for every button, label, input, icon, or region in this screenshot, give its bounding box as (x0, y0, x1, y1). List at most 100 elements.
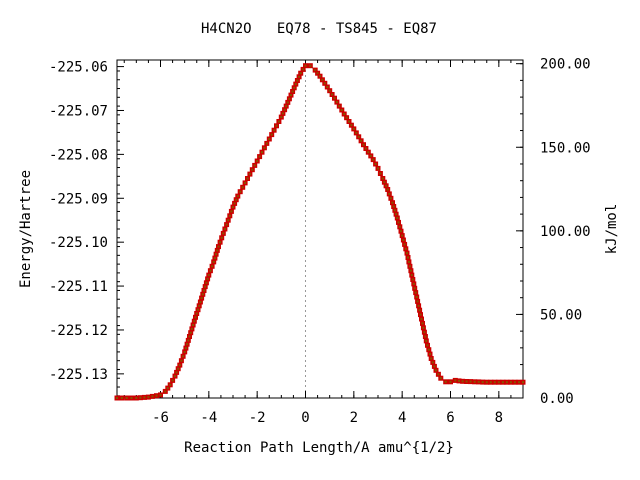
y-tick-label: -225.09 (49, 191, 108, 207)
data-point-core (435, 369, 437, 372)
data-point-core (415, 296, 418, 298)
series-line (117, 65, 523, 399)
data-point-core (281, 112, 284, 115)
y-tick-label: -225.08 (49, 147, 108, 163)
data-point-core (178, 364, 181, 367)
data-point-core (211, 265, 214, 268)
data-point-core (135, 397, 138, 399)
data-point-core (215, 253, 218, 256)
data-point-core (473, 380, 476, 383)
data-point-core (417, 304, 420, 307)
data-point-core (396, 217, 399, 219)
data-point-core (166, 387, 169, 390)
data-point-core (501, 381, 504, 384)
data-point-core (239, 190, 242, 193)
x-tick-label: -6 (152, 410, 169, 426)
data-point-core (335, 101, 338, 104)
data-point-core (411, 278, 414, 281)
data-point-core (430, 357, 433, 360)
data-point-core (258, 155, 261, 158)
data-point-core (174, 375, 176, 378)
data-point-core (147, 396, 150, 399)
data-point-core (439, 377, 442, 380)
data-point-core (422, 326, 425, 329)
data-point-core (200, 297, 203, 300)
data-point-core (481, 381, 484, 384)
data-point-core (444, 380, 447, 383)
data-point-core (261, 151, 263, 154)
data-point-core (388, 192, 391, 195)
data-point-core (298, 75, 301, 78)
data-point-core (216, 249, 219, 252)
data-point-core (220, 236, 223, 239)
data-point-core (233, 202, 236, 205)
x-tick-label: 2 (350, 410, 358, 426)
y2-tick-label: 150.00 (540, 140, 591, 156)
data-point-core (309, 64, 312, 67)
y-tick-label: -225.11 (49, 279, 108, 295)
data-point-core (377, 167, 379, 170)
data-point-core (522, 381, 524, 384)
data-point-core (323, 82, 326, 85)
data-point-core (236, 195, 239, 198)
y-tick-label: -225.06 (49, 60, 108, 76)
x-tick-label: 8 (495, 410, 503, 426)
data-point-core (201, 293, 204, 296)
data-point-core (419, 313, 422, 316)
data-point-core (235, 198, 238, 201)
data-point-core (493, 381, 496, 384)
data-point-core (248, 173, 251, 176)
data-point-core (180, 359, 183, 362)
data-point-core (188, 335, 191, 338)
plot-frame (116, 59, 524, 399)
data-point-core (155, 394, 158, 397)
data-point-core (256, 160, 259, 162)
data-point-core (406, 252, 408, 255)
data-point-core (293, 86, 296, 89)
y2-axis-label: kJ/mol (604, 204, 620, 255)
data-point-core (392, 205, 395, 208)
data-point-core (277, 120, 280, 123)
data-point-core (171, 379, 174, 382)
data-point-core (357, 135, 360, 138)
data-point-core (424, 335, 427, 338)
x-tick-label: -2 (249, 410, 266, 426)
data-point-core (429, 353, 431, 356)
data-point-core (458, 379, 460, 382)
data-point-core (302, 68, 305, 71)
data-point-core (275, 124, 278, 127)
data-point-core (232, 206, 234, 209)
data-point-core (177, 367, 180, 370)
data-point-core (485, 381, 488, 384)
data-point-core (143, 396, 146, 399)
data-point-core (423, 331, 426, 334)
data-point-core (395, 213, 398, 216)
data-point-core (431, 361, 434, 364)
data-point-core (433, 365, 436, 368)
data-point-core (164, 390, 167, 393)
y-tick-label: -225.10 (49, 235, 108, 251)
data-point-core (223, 228, 226, 230)
y2-tick-label: 100.00 (540, 224, 591, 240)
data-point-core (398, 225, 401, 228)
data-point-core (209, 269, 212, 272)
y-tick-label: -225.07 (49, 103, 108, 119)
data-point-core (273, 129, 276, 132)
data-point-core (151, 395, 154, 398)
x-tick-label: 4 (398, 410, 406, 426)
data-point-core (285, 105, 288, 108)
data-point-core (416, 300, 419, 303)
data-point-core (454, 379, 457, 382)
data-point-core (190, 327, 193, 330)
data-point-core (198, 304, 201, 307)
data-point-core (400, 230, 402, 233)
data-point-core (192, 324, 195, 326)
data-point-core (213, 257, 216, 260)
data-point-core (425, 339, 428, 342)
data-point-core (333, 97, 336, 100)
data-point-core (304, 64, 307, 67)
data-point-core (206, 277, 209, 280)
y-tick-label: -225.12 (49, 323, 108, 339)
data-point-core (314, 69, 317, 72)
data-point-core (169, 383, 172, 386)
